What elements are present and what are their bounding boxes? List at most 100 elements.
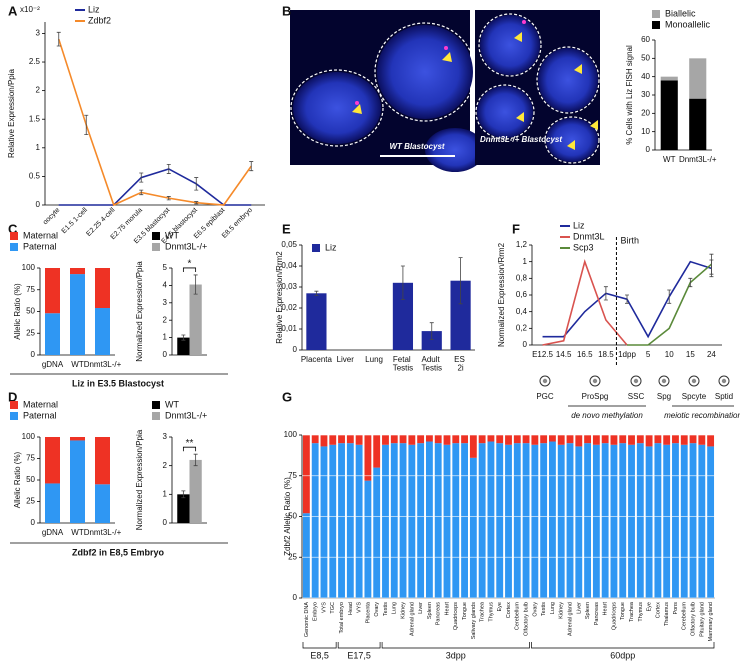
y-multiplier: x10⁻²: [20, 5, 40, 14]
y-tick-label: 75: [26, 454, 35, 463]
bar-segment: [707, 435, 715, 447]
group-label: 3dpp: [446, 650, 466, 660]
x-tick-label: Pons: [673, 602, 679, 615]
legend-swatch: [10, 401, 18, 409]
bar-segment: [45, 268, 60, 314]
bar-segment: [584, 443, 592, 598]
bar-segment: [505, 435, 512, 445]
bar-segment: [355, 435, 363, 445]
legend-swatch: [10, 243, 18, 251]
group-bracket: [531, 642, 715, 649]
bar-segment: [592, 435, 600, 445]
bar-segment: [417, 435, 425, 444]
x-tick-label: WT: [71, 528, 84, 537]
bar-segment: [461, 443, 468, 598]
y-tick-label: 50: [288, 512, 297, 521]
bar-segment: [364, 480, 372, 598]
error-bar: [84, 114, 89, 136]
y-tick-label: 25: [288, 552, 297, 561]
y-tick-label: 60: [641, 35, 650, 44]
x-tick-label: Head: [348, 602, 354, 615]
x-tick-label: Thymus: [488, 602, 494, 622]
x-tick-label: 5: [646, 350, 651, 359]
x-tick-label: Adrenal gland: [409, 602, 415, 636]
bar-segment: [320, 446, 328, 598]
y-tick-label: 75: [288, 471, 297, 480]
y-axis-label: % Cells with Liz FISH signal: [625, 45, 634, 145]
error-bar: [139, 172, 144, 183]
y-tick-label: 0: [293, 593, 298, 602]
x-tick-label: Cortex: [506, 602, 512, 618]
error-bar: [458, 257, 463, 305]
bar-segment: [417, 443, 425, 598]
x-tick-label: Lung: [550, 602, 556, 614]
bar-segment: [636, 443, 644, 598]
line: [57, 38, 252, 207]
legend-label: Maternal: [23, 399, 58, 409]
bar-segment: [311, 443, 319, 598]
x-tick-label: Ovary: [532, 602, 538, 617]
x-tick-label: Tongue: [620, 602, 626, 620]
x-tick-label: Total embryo: [339, 602, 345, 634]
y-tick-label: 100: [22, 432, 36, 441]
bar-segment: [382, 444, 389, 598]
y-tick-label: 40: [641, 72, 650, 81]
x-tick-label: ES 2i: [454, 355, 467, 372]
x-tick-label: Tongue: [462, 602, 468, 620]
caption: Liz in E3.5 Blastocyst: [72, 378, 164, 388]
legend-swatch: [652, 10, 660, 18]
bar-segment: [557, 435, 565, 445]
y-tick-label: 100: [22, 263, 36, 272]
y-tick-label: 0: [523, 340, 528, 349]
error-bar: [56, 31, 61, 47]
x-tick-label: Cerebellum: [682, 602, 688, 631]
bar-segment: [680, 435, 688, 445]
x-tick-label: 1dpp: [618, 350, 636, 359]
bar-segment: [425, 435, 433, 442]
x-tick-label: E12.5: [532, 350, 553, 359]
bar-segment: [698, 435, 706, 445]
error-bar: [429, 322, 434, 340]
bar-segment: [311, 435, 319, 444]
y-tick-label: 2.5: [29, 57, 41, 66]
x-tick-label: Pituitary gland: [699, 602, 705, 637]
bar-segment: [592, 444, 600, 598]
bar-segment: [645, 435, 653, 447]
bar-segment: [513, 435, 521, 444]
bar-segment: [408, 444, 416, 598]
bar-segment: [663, 444, 671, 598]
x-tick-label: Heart: [603, 602, 609, 616]
x-tick-label: Placenta: [365, 601, 371, 623]
bar-segment: [584, 435, 592, 444]
cell-nucleus: [691, 378, 697, 384]
x-tick-label: Spleen: [585, 602, 591, 619]
x-tick-label: Thalamus: [664, 602, 670, 626]
x-tick-label: Olfactory bulb: [524, 602, 530, 636]
x-tick-label: gDNA: [42, 360, 64, 369]
bar-segment: [660, 80, 678, 150]
bar-segment: [601, 443, 609, 598]
bar-segment: [95, 437, 110, 485]
bar-segment: [636, 435, 644, 444]
x-tick-label: Ovary: [374, 602, 380, 617]
group-bracket: [337, 642, 381, 649]
x-tick-label: Spleen: [427, 602, 433, 619]
bar-segment: [302, 513, 310, 598]
x-tick-label: 24: [707, 350, 716, 359]
x-tick-label: VYS: [357, 602, 363, 613]
legend-swatch: [652, 21, 660, 29]
bar-segment: [531, 435, 539, 445]
bar-segment: [452, 435, 460, 444]
x-tick-label: Quadriceps: [453, 602, 459, 630]
y-tick-label: 0,02: [281, 303, 297, 312]
x-tick-label: Quadriceps: [611, 602, 617, 630]
bar-segment: [619, 435, 627, 444]
bar-segment: [373, 435, 381, 468]
bar-segment: [487, 441, 495, 598]
bar-segment: [628, 444, 635, 598]
bar-segment: [302, 435, 310, 514]
bar-segment: [689, 435, 697, 444]
x-tick-label: Adult Testis: [422, 355, 442, 372]
bar: [177, 337, 190, 355]
